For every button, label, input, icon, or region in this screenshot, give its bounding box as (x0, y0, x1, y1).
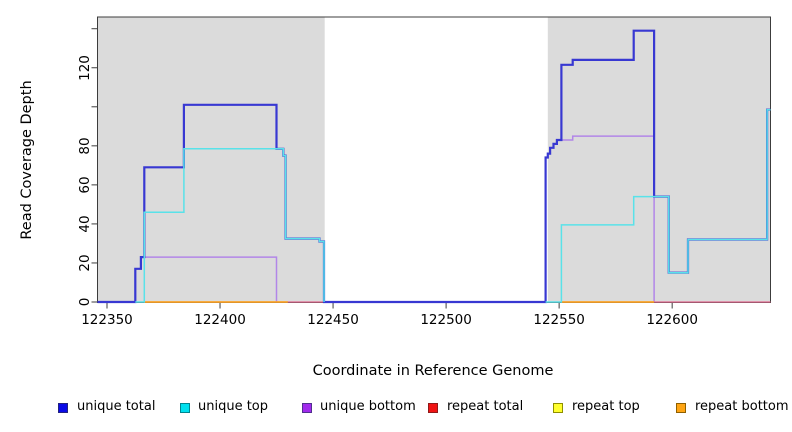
shaded-region (547, 17, 771, 303)
y-axis-title: Read Coverage Depth (19, 80, 35, 240)
shaded-region (97, 17, 325, 303)
y-tick-label: 40 (76, 215, 93, 233)
y-tick-label: 120 (76, 54, 93, 81)
x-tick-label: 122450 (307, 312, 359, 328)
y-tick-label: 60 (76, 176, 93, 194)
series-line-unique-top (545, 108, 771, 303)
series-line-unique-top (135, 148, 325, 303)
x-tick-label: 122400 (194, 312, 246, 328)
x-tick-label: 122500 (420, 312, 472, 328)
x-tick-label: 122350 (81, 312, 133, 328)
y-tick-label: 0 (76, 297, 93, 307)
x-axis-title: Coordinate in Reference Genome (312, 363, 554, 379)
x-tick-label: 122550 (533, 312, 585, 328)
y-tick-label: 80 (76, 137, 93, 155)
y-tick-label: 20 (76, 254, 93, 272)
x-tick-label: 122600 (646, 312, 698, 328)
